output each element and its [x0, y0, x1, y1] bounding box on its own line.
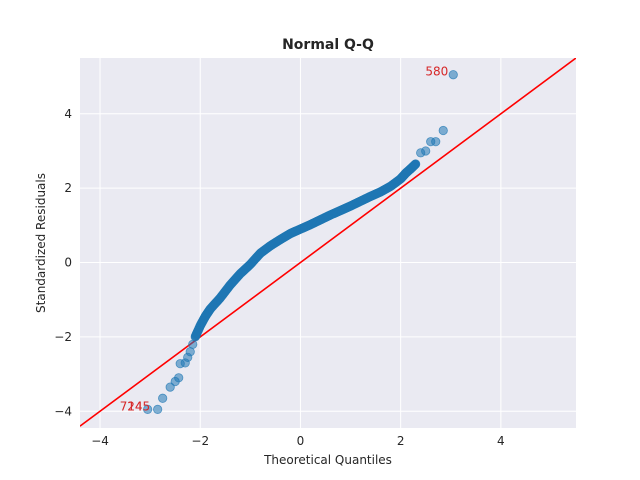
y-tick-label: 4 [64, 107, 72, 121]
point-annotation: 245 [127, 399, 150, 413]
grid [80, 58, 576, 428]
y-axis-label: Standardized Residuals [34, 173, 48, 313]
data-point [153, 404, 163, 415]
data-point [431, 137, 441, 147]
data-point [438, 125, 448, 136]
data-point [174, 373, 184, 383]
data-point [158, 393, 168, 403]
points-layer [143, 70, 458, 415]
data-point [143, 404, 153, 415]
point-annotation: 714 [120, 399, 143, 413]
data-point [448, 70, 458, 80]
x-tick-label: 4 [497, 434, 505, 448]
x-tick-label: −4 [91, 434, 109, 448]
data-point [188, 339, 198, 349]
reference-line-layer [80, 58, 576, 427]
y-tick-label: −4 [54, 404, 72, 418]
y-tick-label: −2 [54, 330, 72, 344]
data-point [411, 159, 421, 169]
x-tick-label: −2 [191, 434, 209, 448]
reference-line [80, 58, 576, 427]
y-tick-label: 0 [64, 256, 72, 270]
x-tick-label: 2 [397, 434, 405, 448]
point-annotation: 580 [425, 65, 448, 79]
x-ticks: −4 −2 0 2 4 [91, 434, 504, 448]
x-tick-label: 0 [297, 434, 305, 448]
y-ticks: −4 −2 0 2 4 [54, 107, 72, 418]
x-axis-label: Theoretical Quantiles [263, 453, 392, 467]
y-tick-label: 2 [64, 181, 72, 195]
chart-title: Normal Q-Q [282, 37, 374, 53]
data-point [421, 146, 431, 156]
